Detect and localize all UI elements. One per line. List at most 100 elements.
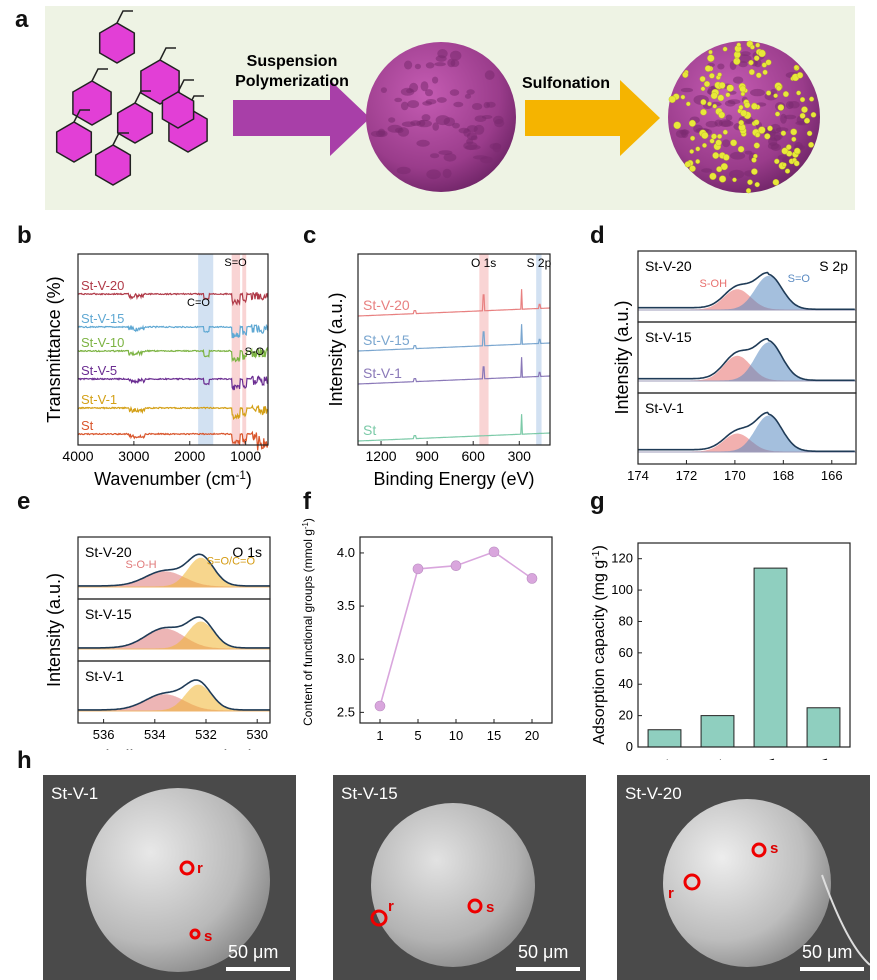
bead-pore: [394, 97, 403, 103]
bead-pore: [473, 155, 488, 160]
sulfonic-dot: [708, 49, 713, 55]
sulfonic-dot: [716, 166, 723, 173]
sulfonic-dot: [712, 103, 718, 109]
sulfonic-dot: [739, 85, 747, 93]
fit-envelope: [638, 338, 855, 382]
bead-pore: [404, 60, 413, 70]
arrow1-label-line2: Polymerization: [235, 73, 349, 90]
bead-pore: [720, 120, 734, 127]
sulfonic-dot: [776, 85, 782, 91]
series-label: St-V-1: [81, 392, 117, 407]
bead-pore: [701, 168, 713, 173]
panel-label-d: d: [590, 222, 605, 249]
sulfonic-dot: [707, 101, 712, 107]
spectrum-line: [78, 323, 269, 339]
sulfonic-dot: [764, 133, 771, 140]
data-point: [450, 560, 462, 571]
sulfonic-dot: [680, 94, 686, 100]
series-label: St-V-15: [81, 311, 124, 326]
sulfonic-dot: [751, 103, 758, 110]
sulfonic-dot: [711, 133, 717, 140]
bead-texture-2: [675, 51, 809, 179]
spectrum-line: [358, 324, 550, 352]
spectrum-line: [77, 404, 268, 421]
bead-pore: [400, 101, 409, 111]
sulfonic-dot: [751, 157, 757, 163]
vinyl-group: [116, 10, 133, 24]
bead-pore: [437, 49, 448, 59]
bead-pore: [486, 101, 496, 108]
spectrum-title: S 2p: [819, 258, 848, 274]
spectrum-line: [358, 414, 550, 442]
sulfonic-dot: [717, 133, 723, 139]
subpanel-frame: [77, 660, 271, 724]
marker-s: s: [770, 840, 778, 857]
sulfonic-dot: [700, 99, 707, 106]
x-tick-label: 15: [487, 728, 501, 743]
bead-pore: [378, 128, 385, 136]
sulfonic-dot: [801, 106, 808, 113]
sulfonic-dot: [745, 188, 752, 194]
sulfonic-dot: [730, 139, 737, 147]
vinyl-group: [73, 109, 90, 123]
sulfonic-dot: [775, 111, 781, 117]
sulfonic-dot: [786, 144, 792, 150]
sulfonic-dot: [673, 121, 682, 130]
series-label: St: [363, 422, 376, 438]
sulfonic-dot: [767, 125, 773, 132]
sulfonic-dot: [707, 54, 715, 62]
spectrum-line: [358, 289, 550, 317]
bar-st-v-15: [753, 567, 788, 748]
sulfonic-dot: [702, 142, 707, 148]
sulfonic-dot: [709, 172, 717, 180]
bar-st: [647, 729, 682, 748]
bead-pore: [780, 113, 787, 124]
scale-bar: [516, 967, 580, 971]
benzene-ring: [55, 121, 93, 163]
sulfonic-dot: [736, 42, 742, 48]
y-tick-label: 2.5: [337, 704, 355, 719]
marker-r: r: [388, 898, 394, 915]
sulfonic-dot: [668, 95, 676, 104]
scale-bar-label: 50 μm: [802, 942, 852, 962]
y-axis-label: Content of functional groups (mmol g-1): [301, 518, 316, 726]
sulfonic-dot: [774, 158, 780, 165]
marker-r-circle: [370, 909, 388, 927]
data-point: [374, 700, 386, 712]
sulfonic-dot: [688, 119, 696, 127]
marker-r-circle: [179, 860, 195, 876]
sulfonic-dot: [780, 130, 787, 136]
sulfonic-dot: [799, 112, 806, 119]
x-tick-label: St-V-15: [732, 755, 778, 760]
bead-pore: [744, 150, 753, 155]
series-label: St: [81, 418, 94, 433]
series-label: St-V-20: [363, 297, 410, 313]
x-tick-label: 5: [414, 728, 421, 743]
x-tick-label: 4000: [62, 448, 93, 464]
bead-pore: [729, 169, 745, 179]
y-axis-label: Intensity (a.u.): [612, 300, 632, 414]
bead-pore: [784, 114, 797, 120]
marker-s-circle: [189, 928, 201, 940]
sulfonic-dot: [701, 131, 709, 140]
fit-envelope: [78, 679, 270, 711]
bead-pore: [769, 123, 781, 134]
bead-pore: [422, 101, 433, 106]
sulfonic-dot: [695, 146, 701, 152]
x-tick-label: St: [656, 755, 672, 760]
bead-pore: [447, 58, 456, 68]
bead-pore: [680, 87, 694, 93]
bead-pore: [705, 120, 718, 128]
bead-texture: [370, 49, 505, 180]
peak-soco: [78, 557, 270, 588]
y-tick-label: 3.0: [337, 651, 355, 666]
y-tick-label: 20: [619, 708, 633, 723]
sulfonic-dot: [781, 147, 789, 155]
bead-pore: [435, 115, 450, 126]
bead-pore: [453, 101, 464, 108]
sulfonic-dot: [738, 119, 745, 126]
sulfonic-dot: [751, 168, 758, 175]
benzene-ring: [98, 22, 136, 64]
sulfonic-dot: [794, 147, 801, 155]
x-tick-label: 174: [627, 468, 649, 483]
